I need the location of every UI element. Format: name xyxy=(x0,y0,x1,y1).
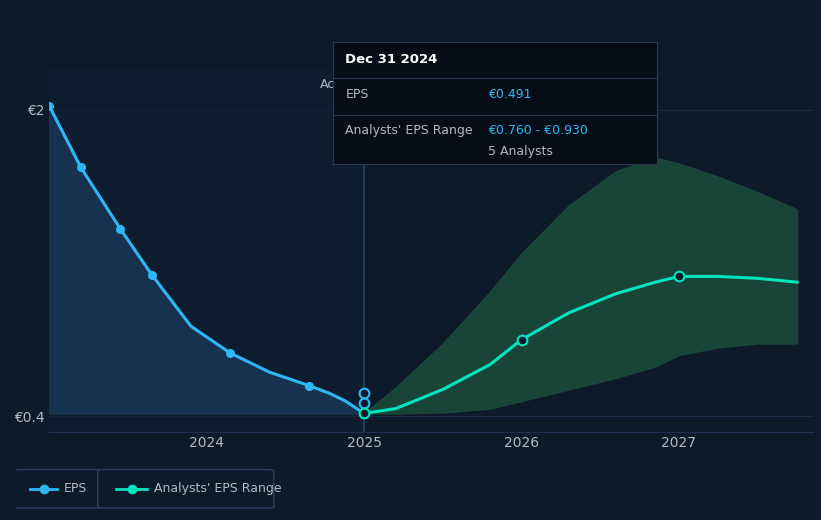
Text: Analysts' EPS Range: Analysts' EPS Range xyxy=(154,483,282,495)
Text: Analysts Forecasts: Analysts Forecasts xyxy=(369,79,485,92)
FancyBboxPatch shape xyxy=(11,470,107,508)
Text: Dec 31 2024: Dec 31 2024 xyxy=(346,53,438,66)
Text: €0.760 - €0.930: €0.760 - €0.930 xyxy=(488,124,588,137)
Text: Actual: Actual xyxy=(320,79,360,92)
Text: Analysts' EPS Range: Analysts' EPS Range xyxy=(346,124,473,137)
Text: €0.491: €0.491 xyxy=(488,88,532,101)
Text: EPS: EPS xyxy=(346,88,369,101)
Bar xyxy=(49,68,365,432)
Text: 5 Analysts: 5 Analysts xyxy=(488,145,553,158)
FancyBboxPatch shape xyxy=(98,470,274,508)
Text: EPS: EPS xyxy=(64,483,87,495)
